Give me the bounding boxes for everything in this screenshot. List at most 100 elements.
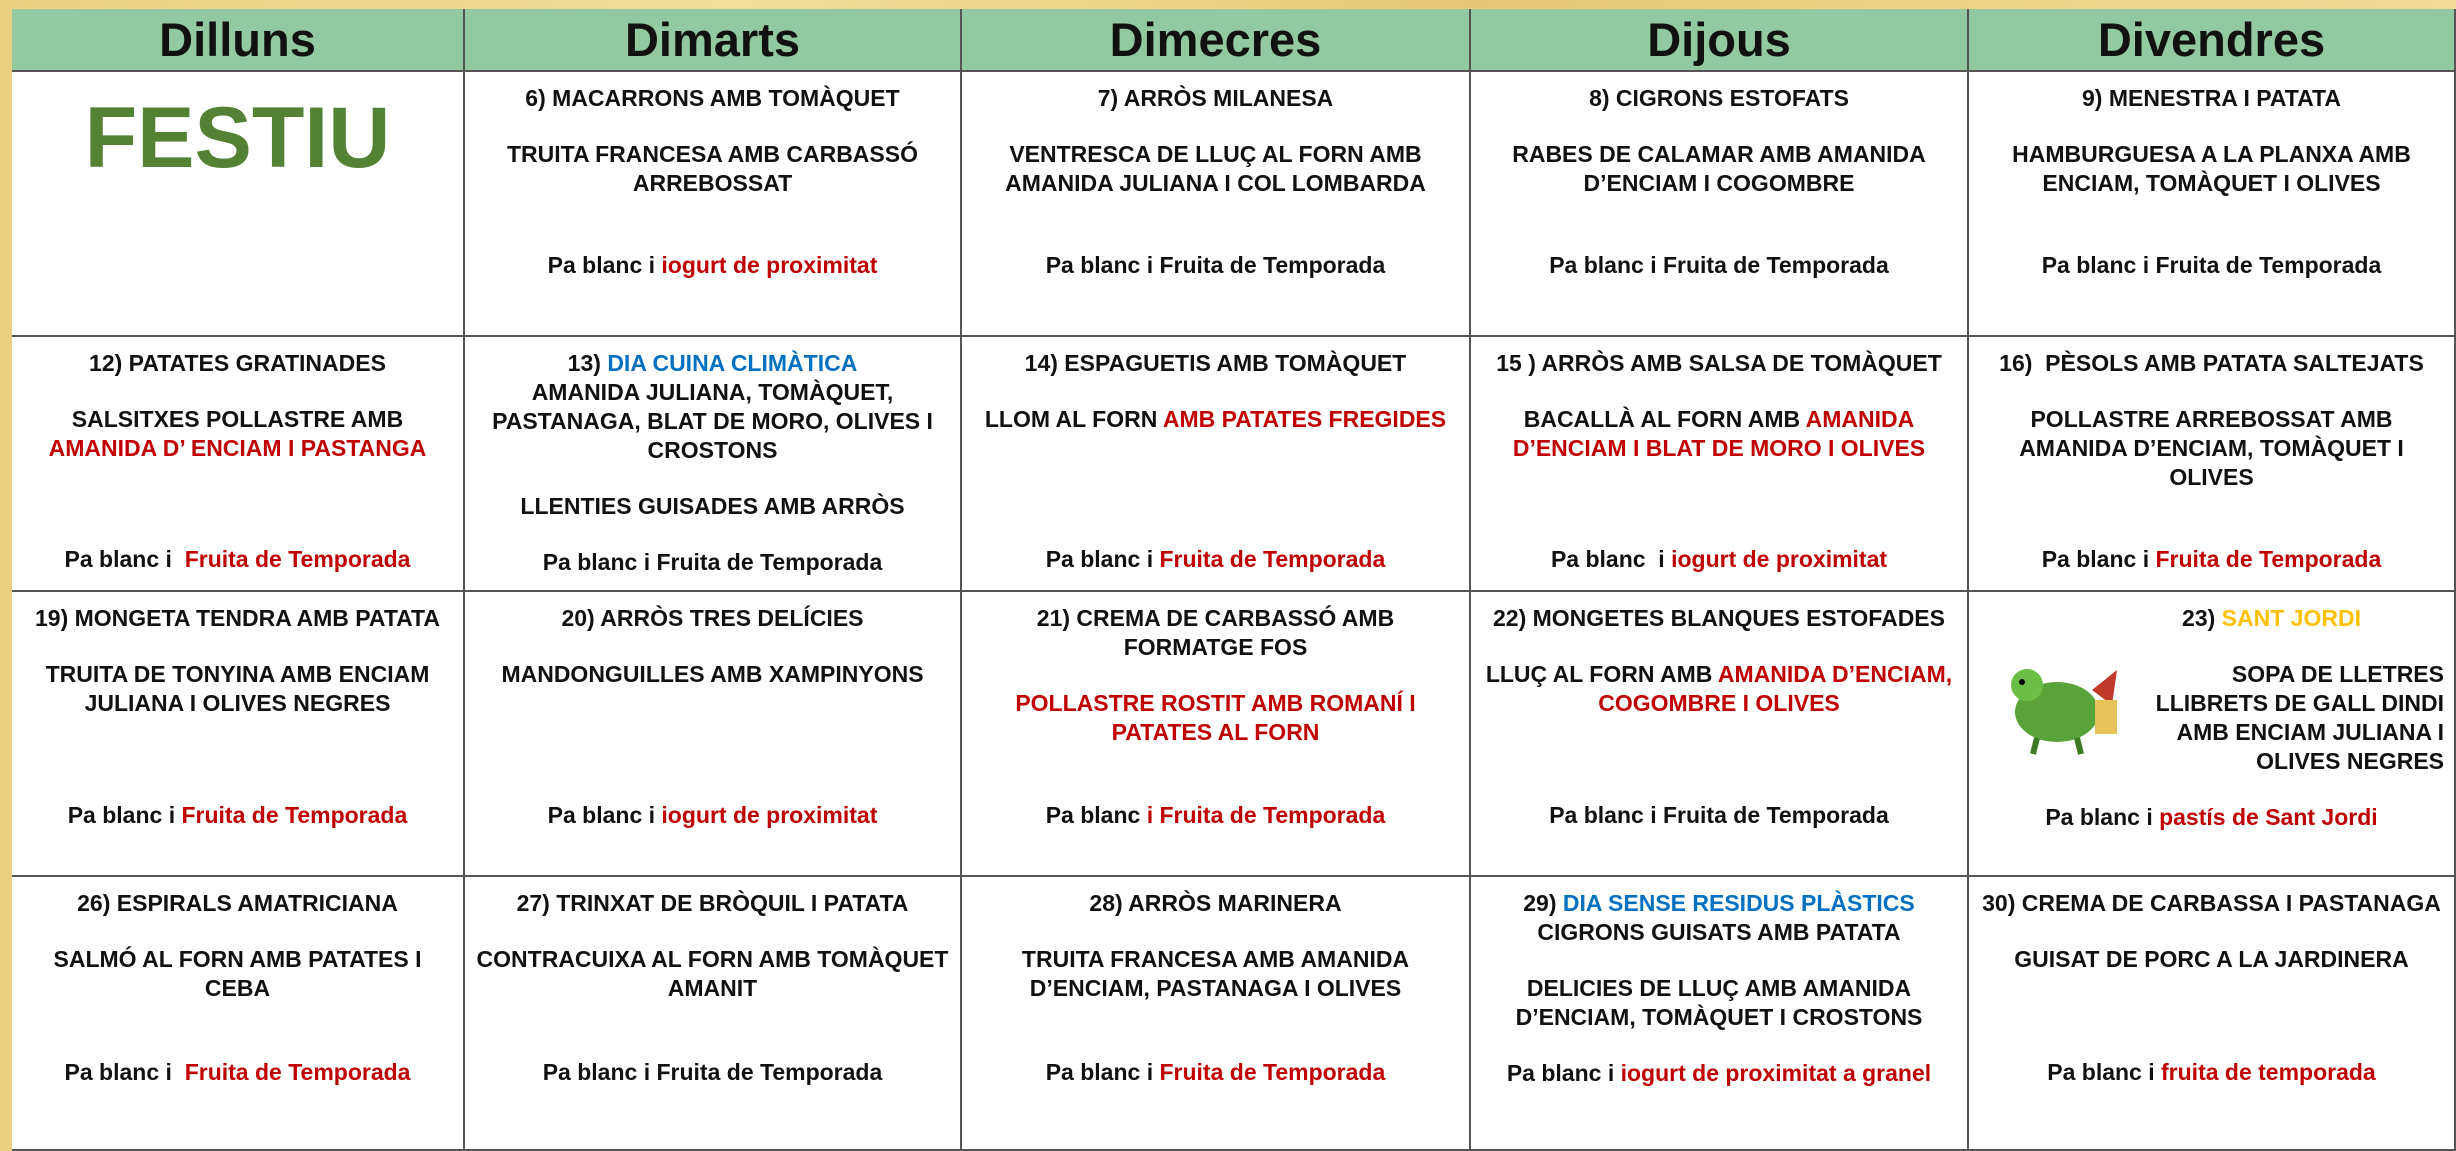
menu-line: Pa blanc i Fruita de Temporada bbox=[22, 1058, 453, 1087]
header-cell: Dimarts bbox=[465, 9, 962, 72]
menu-text: iogurt de proximitat a granel bbox=[1620, 1060, 1932, 1086]
menu-paragraph: Pa blanc i Fruita de Temporada bbox=[972, 801, 1459, 830]
menu-line: 19) MONGETA TENDRA AMB PATATA bbox=[22, 604, 453, 633]
menu-line: Pa blanc i Fruita de Temporada bbox=[1979, 251, 2444, 280]
menu-paragraph: 13) DIA CUINA CLIMÀTICA AMANIDA JULIANA, … bbox=[475, 349, 950, 465]
menu-line: Pa blanc i Fruita de Temporada bbox=[475, 1058, 950, 1087]
header-cell: Dijous bbox=[1471, 9, 1969, 72]
dragon-illustration bbox=[2011, 669, 2117, 755]
menu-line: 7) ARRÒS MILANESA bbox=[972, 84, 1459, 113]
menu-line: 15 ) ARRÒS AMB SALSA DE TOMÀQUET bbox=[1481, 349, 1957, 378]
menu-text: POLLASTRE ARREBOSSAT AMB AMANIDA D’ENCIA… bbox=[2019, 406, 2411, 490]
menu-text: TRUITA FRANCESA AMB CARBASSÓ ARREBOSSAT bbox=[506, 141, 924, 196]
menu-paragraph: Pa blanc i iogurt de proximitat bbox=[475, 251, 950, 280]
menu-paragraph: VENTRESCA DE LLUÇ AL FORN AMB AMANIDA JU… bbox=[972, 140, 1459, 198]
menu-text: VENTRESCA DE LLUÇ AL FORN AMB AMANIDA JU… bbox=[1005, 141, 1428, 196]
menu-text: Pa blanc i bbox=[64, 546, 185, 572]
menu-text: Pa blanc i Fruita de Temporada bbox=[542, 549, 883, 575]
menu-text: 30) CREMA DE CARBASSA I PASTANAGA bbox=[1982, 890, 2441, 916]
menu-text: Pa blanc i Fruita de Temporada bbox=[542, 1059, 883, 1085]
menu-cell: 12) PATATES GRATINADES SALSITXES POLLASTR… bbox=[12, 337, 465, 592]
menu-line: MANDONGUILLES AMB XAMPINYONS bbox=[475, 660, 950, 689]
menu-cell: 27) TRINXAT DE BRÒQUIL I PATATA CONTRACUI… bbox=[465, 877, 962, 1151]
menu-text: Pa blanc i Fruita de Temporada bbox=[1549, 802, 1889, 828]
menu-paragraph: 30) CREMA DE CARBASSA I PASTANAGA bbox=[1979, 889, 2444, 918]
menu-cell: 14) ESPAGUETIS AMB TOMÀQUET LLOM AL FORN … bbox=[962, 337, 1471, 592]
menu-line: Pa blanc i Fruita de Temporada bbox=[972, 801, 1459, 830]
menu-text: 9) MENESTRA I PATATA bbox=[2082, 85, 2341, 111]
menu-line: Pa blanc i iogurt de proximitat bbox=[475, 251, 950, 280]
menu-text: 29) bbox=[1523, 890, 1563, 916]
menu-text: fruita de temporada bbox=[2161, 1059, 2376, 1085]
menu-text: Pa blanc i Fruita de Temporada bbox=[2041, 252, 2382, 278]
menu-paragraph: BACALLÀ AL FORN AMB AMANIDA D’ENCIAM I B… bbox=[1481, 405, 1957, 463]
menu-line: SALMÓ AL FORN AMB PATATES I CEBA bbox=[22, 945, 453, 1003]
menu-cell: 20) ARRÒS TRES DELÍCIES MANDONGUILLES AMB… bbox=[465, 592, 962, 877]
menu-line: RABES DE CALAMAR AMB AMANIDA D’ENCIAM I … bbox=[1481, 140, 1957, 198]
menu-line: CONTRACUIXA AL FORN AMB TOMÀQUET AMANIT bbox=[475, 945, 950, 1003]
menu-text: 19) MONGETA TENDRA AMB PATATA bbox=[34, 605, 441, 631]
menu-cell: 30) CREMA DE CARBASSA I PASTANAGA GUISAT … bbox=[1969, 877, 2456, 1151]
menu-paragraph: Pa blanc i iogurt de proximitat bbox=[1481, 545, 1957, 574]
menu-line: 29) DIA SENSE RESIDUS PLÀSTICS bbox=[1481, 889, 1957, 918]
menu-paragraph: SALMÓ AL FORN AMB PATATES I CEBA bbox=[22, 945, 453, 1003]
menu-text: HAMBURGUESA A LA PLANXA AMB ENCIAM, TOMÀ… bbox=[2012, 141, 2418, 196]
menu-paragraph: DELICIES DE LLUÇ AMB AMANIDA D’ENCIAM, T… bbox=[1481, 974, 1957, 1032]
menu-text: Fruita de Temporada bbox=[184, 546, 411, 572]
menu-text: Fruita de Temporada bbox=[184, 1059, 411, 1085]
menu-cell: 26) ESPIRALS AMATRICIANA SALMÓ AL FORN AM… bbox=[12, 877, 465, 1151]
menu-paragraph: Pa blanc i Fruita de Temporada bbox=[22, 545, 453, 574]
menu-paragraph: 23) SANT JORDI bbox=[1979, 604, 2444, 633]
menu-line: 13) DIA CUINA CLIMÀTICA bbox=[475, 349, 950, 378]
menu-line: 28) ARRÒS MARINERA bbox=[972, 889, 1459, 918]
menu-text: GUISAT DE PORC A LA JARDINERA bbox=[2014, 946, 2409, 972]
menu-paragraph: 6) MACARRONS AMB TOMÀQUET bbox=[475, 84, 950, 113]
menu-cell: 21) CREMA DE CARBASSÓ AMB FORMATGE FOS PO… bbox=[962, 592, 1471, 877]
menu-cell: FESTIU bbox=[12, 72, 465, 337]
menu-paragraph: TRUITA FRANCESA AMB CARBASSÓ ARREBOSSAT bbox=[475, 140, 950, 198]
menu-text: Pa blanc i bbox=[1550, 546, 1672, 572]
menu-text: Pa blanc i Fruita de Temporada bbox=[1549, 252, 1889, 278]
menu-line: 22) MONGETES BLANQUES ESTOFADES bbox=[1481, 604, 1957, 633]
holiday-label: FESTIU bbox=[84, 90, 391, 186]
menu-text: 20) ARRÒS TRES DELÍCIES bbox=[561, 605, 864, 631]
menu-line: TRUITA FRANCESA AMB CARBASSÓ ARREBOSSAT bbox=[475, 140, 950, 198]
menu-line: LLOM AL FORN AMB PATATES FREGIDES bbox=[972, 405, 1459, 434]
menu-line: POLLASTRE ARREBOSSAT AMB AMANIDA D’ENCIA… bbox=[1979, 405, 2444, 492]
menu-line: Pa blanc i pastís de Sant Jordi bbox=[1979, 803, 2444, 832]
menu-text: LLOM AL FORN bbox=[984, 406, 1163, 432]
menu-text: 23) bbox=[2182, 605, 2222, 631]
menu-line: LLUÇ AL FORN AMB AMANIDA D’ENCIAM, COGOM… bbox=[1481, 660, 1957, 718]
menu-paragraph: Pa blanc i Fruita de Temporada bbox=[1481, 251, 1957, 280]
menu-line: 26) ESPIRALS AMATRICIANA bbox=[22, 889, 453, 918]
menu-paragraph: Pa blanc i Fruita de Temporada bbox=[972, 545, 1459, 574]
menu-line: 14) ESPAGUETIS AMB TOMÀQUET bbox=[972, 349, 1459, 378]
menu-text: 21) CREMA DE CARBASSÓ AMB FORMATGE FOS bbox=[1036, 605, 1401, 660]
menu-cell: 7) ARRÒS MILANESA VENTRESCA DE LLUÇ AL FO… bbox=[962, 72, 1471, 337]
menu-line: Pa blanc i Fruita de Temporada bbox=[972, 545, 1459, 574]
menu-cell: 19) MONGETA TENDRA AMB PATATA TRUITA DE T… bbox=[12, 592, 465, 877]
menu-paragraph: Pa blanc i Fruita de Temporada bbox=[1481, 801, 1957, 830]
menu-line: TRUITA FRANCESA AMB AMANIDA D’ENCIAM, PA… bbox=[972, 945, 1459, 1003]
menu-text: Fruita de Temporada bbox=[1159, 546, 1386, 572]
menu-line: POLLASTRE ROSTIT AMB ROMANÍ I PATATES AL… bbox=[972, 689, 1459, 747]
menu-line: Pa blanc i iogurt de proximitat bbox=[1481, 545, 1957, 574]
menu-table: Dilluns Dimarts Dimecres Dijous Divendres FES… bbox=[12, 9, 2456, 1151]
menu-line: AMANIDA JULIANA, TOMÀQUET, PASTANAGA, BL… bbox=[475, 378, 950, 465]
menu-text: Fruita de Temporada bbox=[2155, 546, 2382, 572]
menu-text: DIA SENSE RESIDUS PLÀSTICS bbox=[1562, 890, 1915, 916]
menu-paragraph: HAMBURGUESA A LA PLANXA AMB ENCIAM, TOMÀ… bbox=[1979, 140, 2444, 198]
menu-paragraph: CONTRACUIXA AL FORN AMB TOMÀQUET AMANIT bbox=[475, 945, 950, 1003]
menu-paragraph: 8) CIGRONS ESTOFATS bbox=[1481, 84, 1957, 113]
menu-line: Pa blanc i Fruita de Temporada bbox=[972, 251, 1459, 280]
menu-paragraph: Pa blanc i Fruita de Temporada bbox=[972, 251, 1459, 280]
day-name: Dijous bbox=[1647, 12, 1791, 66]
menu-line: 8) CIGRONS ESTOFATS bbox=[1481, 84, 1957, 113]
menu-paragraph: TRUITA FRANCESA AMB AMANIDA D’ENCIAM, PA… bbox=[972, 945, 1459, 1003]
menu-line: SALSITXES POLLASTRE AMB AMANIDA D’ ENCIA… bbox=[22, 405, 453, 463]
menu-text: 8) CIGRONS ESTOFATS bbox=[1589, 85, 1849, 111]
menu-paragraph: Pa blanc i Fruita de Temporada bbox=[475, 548, 950, 577]
menu-paragraph: Pa blanc i Fruita de Temporada bbox=[22, 801, 453, 830]
menu-paragraph: 19) MONGETA TENDRA AMB PATATA bbox=[22, 604, 453, 633]
menu-text: MANDONGUILLES AMB XAMPINYONS bbox=[501, 661, 924, 687]
